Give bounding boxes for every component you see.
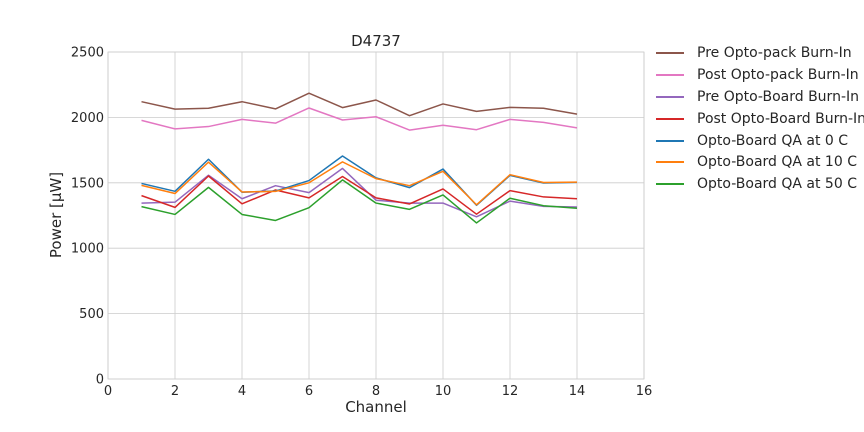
plot-frame bbox=[107, 51, 645, 380]
x-tick-label: 14 bbox=[569, 384, 586, 399]
grid-lines bbox=[107, 51, 645, 380]
x-tick-label: 2 bbox=[171, 384, 179, 399]
chart-title: D4737 bbox=[351, 32, 401, 50]
series-line-pre-opto-board-burn-in bbox=[141, 167, 578, 218]
x-tick-labels: 0 2 4 6 8 10 12 14 16 bbox=[104, 384, 652, 399]
series-line-post-opto-board-burn-in bbox=[141, 175, 578, 215]
legend-swatch bbox=[656, 139, 684, 142]
y-tick-label: 500 bbox=[79, 307, 104, 322]
legend-item: Opto-Board QA at 10 C bbox=[656, 151, 864, 173]
legend-swatch bbox=[656, 117, 684, 120]
legend-item: Pre Opto-Board Burn-In bbox=[656, 86, 864, 108]
y-tick-labels: 0 500 1000 1500 2000 2500 bbox=[71, 46, 104, 388]
y-tick-label: 1500 bbox=[71, 176, 104, 191]
y-tick-label: 2000 bbox=[71, 111, 104, 126]
legend-swatch bbox=[656, 183, 684, 186]
legend-label: Opto-Board QA at 10 C bbox=[697, 154, 857, 171]
x-axis-label: Channel bbox=[345, 398, 407, 416]
legend-swatch bbox=[656, 51, 684, 54]
x-tick-label: 12 bbox=[502, 384, 519, 399]
plot-border bbox=[107, 51, 645, 380]
legend: Pre Opto-pack Burn-In Post Opto-pack Burn… bbox=[656, 42, 864, 195]
series-line-post-opto-pack-burn-in bbox=[141, 107, 578, 131]
legend-item: Pre Opto-pack Burn-In bbox=[656, 42, 864, 64]
legend-label: Pre Opto-Board Burn-In bbox=[697, 88, 859, 105]
legend-swatch bbox=[656, 161, 684, 164]
legend-item: Post Opto-pack Burn-In bbox=[656, 64, 864, 86]
y-tick-label: 1000 bbox=[71, 242, 104, 257]
legend-item: Opto-Board QA at 0 C bbox=[656, 130, 864, 152]
x-tick-label: 16 bbox=[636, 384, 653, 399]
y-axis-label: Power [μW] bbox=[47, 172, 65, 258]
legend-label: Post Opto-pack Burn-In bbox=[697, 66, 859, 83]
legend-item: Opto-Board QA at 50 C bbox=[656, 173, 864, 195]
legend-label: Opto-Board QA at 0 C bbox=[697, 132, 849, 149]
x-tick-label: 8 bbox=[372, 384, 380, 399]
y-tick-label: 2500 bbox=[71, 46, 104, 61]
series-lines bbox=[141, 92, 578, 224]
legend-item: Post Opto-Board Burn-In bbox=[656, 108, 864, 130]
legend-label: Pre Opto-pack Burn-In bbox=[697, 44, 852, 61]
legend-label: Post Opto-Board Burn-In bbox=[697, 110, 864, 127]
series-line-opto-board-qa-at-50-c bbox=[141, 179, 578, 224]
y-tick-label: 0 bbox=[96, 373, 104, 388]
series-line-opto-board-qa-at-10-c bbox=[141, 161, 578, 206]
series-line-pre-opto-pack-burn-in bbox=[141, 92, 578, 117]
x-tick-label: 10 bbox=[435, 384, 452, 399]
x-tick-label: 0 bbox=[104, 384, 112, 399]
legend-label: Opto-Board QA at 50 C bbox=[697, 176, 857, 193]
legend-swatch bbox=[656, 73, 684, 76]
legend-swatch bbox=[656, 95, 684, 98]
x-tick-label: 6 bbox=[305, 384, 313, 399]
x-tick-label: 4 bbox=[238, 384, 246, 399]
